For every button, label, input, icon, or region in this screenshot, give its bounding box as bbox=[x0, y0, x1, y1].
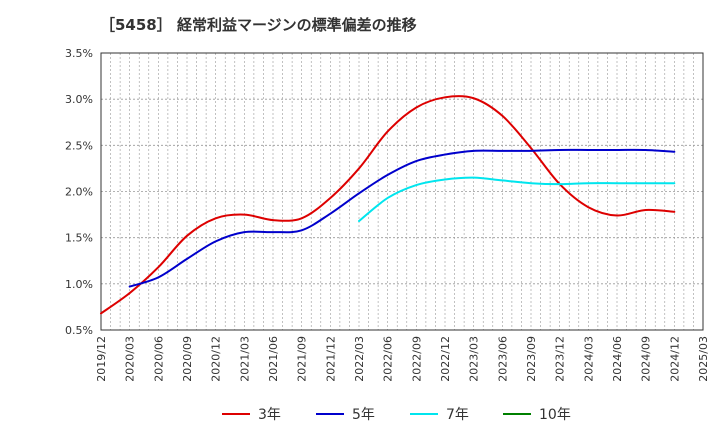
x-tick-label: 2020/06 bbox=[152, 336, 165, 382]
y-tick-label: 3.5% bbox=[65, 47, 93, 60]
x-tick-label: 2021/03 bbox=[238, 336, 251, 382]
plot-border bbox=[100, 52, 704, 331]
x-tick-label: 2022/03 bbox=[353, 336, 366, 382]
x-tick-label: 2021/06 bbox=[267, 336, 280, 382]
legend-label-5年: 5年 bbox=[352, 407, 375, 423]
y-tick-label: 3.0% bbox=[65, 93, 93, 106]
y-tick-label: 2.0% bbox=[65, 186, 93, 199]
x-tick-label: 2020/09 bbox=[181, 336, 194, 382]
x-tick-label: 2023/09 bbox=[525, 336, 538, 382]
x-tick-label: 2022/09 bbox=[410, 336, 423, 382]
x-tick-label: 2023/06 bbox=[496, 336, 509, 382]
series-line-3年 bbox=[100, 95, 676, 315]
x-tick-label: 2023/12 bbox=[554, 336, 567, 382]
x-tick-label: 2021/12 bbox=[324, 336, 337, 382]
y-tick-label: 2.5% bbox=[65, 139, 93, 152]
x-tick-label: 2024/12 bbox=[668, 336, 681, 382]
y-tick-label: 1.0% bbox=[65, 278, 93, 291]
x-tick-label: 2022/06 bbox=[382, 336, 395, 382]
x-tick-label: 2024/06 bbox=[611, 336, 624, 382]
x-tick-label: 2022/12 bbox=[439, 336, 452, 382]
legend: 3年 5年 7年 10年 bbox=[222, 407, 571, 423]
x-tick-label: 2024/09 bbox=[640, 336, 653, 382]
x-tick-label: 2020/03 bbox=[124, 336, 137, 382]
chart-title: ［5458］ 経常利益マージンの標準偏差の推移 bbox=[100, 16, 417, 34]
x-tick-label: 2021/09 bbox=[296, 336, 309, 382]
x-tick-label: 2024/03 bbox=[582, 336, 595, 382]
y-tick-label: 0.5% bbox=[65, 324, 93, 337]
series-layer bbox=[100, 95, 676, 315]
axis-layer: 0.5% 1.0% 1.5% 2.0% 2.5% 3.0% 3.5% 2019/12 2020/… bbox=[65, 47, 710, 382]
series-line-5年 bbox=[128, 148, 676, 288]
x-tick-label: 2020/12 bbox=[210, 336, 223, 382]
legend-label-10年: 10年 bbox=[539, 407, 571, 423]
x-tick-label: 2023/03 bbox=[468, 336, 481, 382]
y-tick-label: 1.5% bbox=[65, 232, 93, 245]
legend-label-3年: 3年 bbox=[258, 407, 281, 423]
x-tick-label: 2025/03 bbox=[697, 336, 710, 382]
x-tick-label: 2019/12 bbox=[95, 336, 108, 382]
series-line-7年 bbox=[358, 176, 676, 223]
legend-label-7年: 7年 bbox=[446, 407, 469, 423]
